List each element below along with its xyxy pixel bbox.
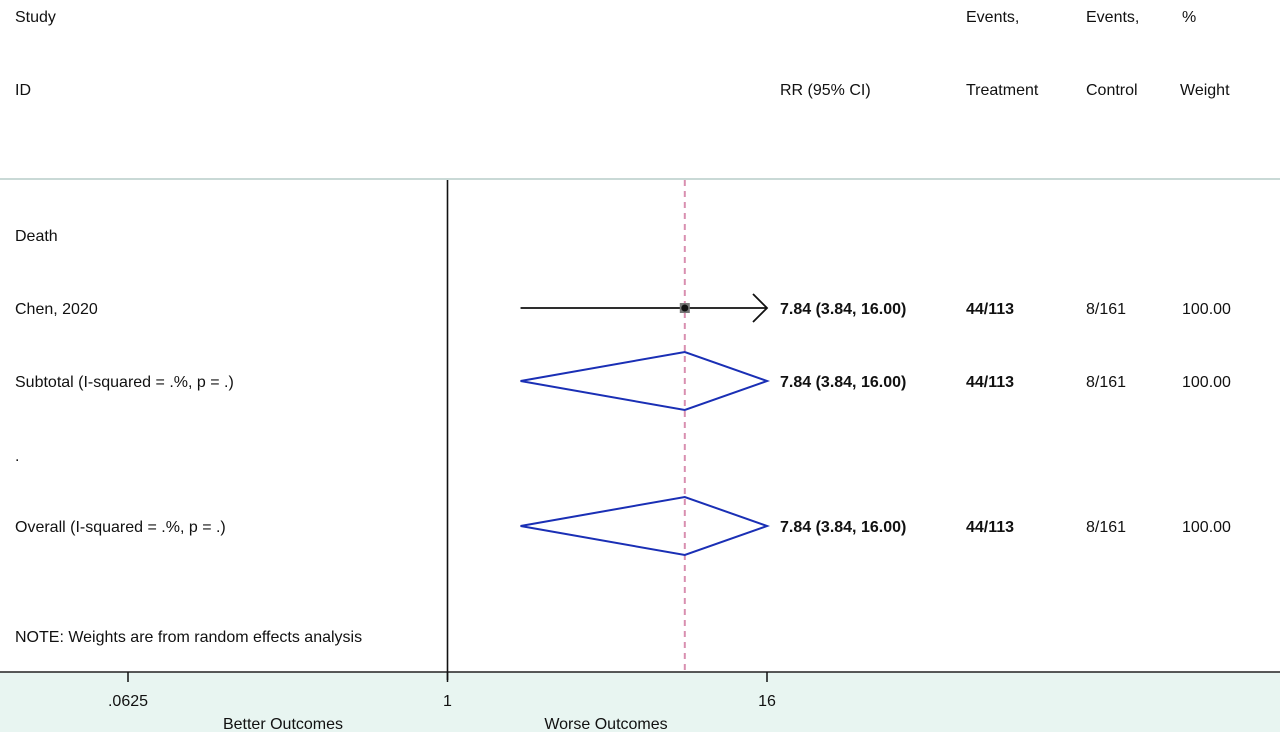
weight-2: 100.00 [1182, 374, 1231, 391]
row-label-0: Death [15, 228, 58, 245]
row-label-2: Subtotal (I-squared = .%, p = .) [15, 374, 234, 391]
header-events-treatment-2: Treatment [966, 82, 1039, 99]
header-id: ID [15, 82, 31, 99]
ci-text-2: 7.84 (3.84, 16.00) [780, 374, 906, 391]
axis-band [0, 672, 1280, 732]
header-rr: RR (95% CI) [780, 82, 871, 99]
x-tick-label-0: .0625 [108, 693, 148, 710]
header-weight-1: % [1182, 9, 1196, 26]
header-events-treatment-1: Events, [966, 9, 1019, 26]
x-tick-label-2: 16 [758, 693, 776, 710]
chart-marks: .0625 1 16 Better Outcomes Worse Outcomes Dea… [15, 180, 1231, 732]
x-tick-label-1: 1 [443, 693, 452, 710]
header-study: Study [15, 9, 56, 26]
row-label-4: Overall (I-squared = .%, p = .) [15, 519, 226, 536]
events-control-4: 8/161 [1086, 519, 1126, 536]
ci-text-1: 7.84 (3.84, 16.00) [780, 301, 906, 318]
header-events-control-1: Events, [1086, 9, 1139, 26]
diamond-4 [520, 495, 771, 557]
events-treatment-4: 44/113 [966, 519, 1014, 536]
point-estimate-1 [681, 304, 689, 312]
events-treatment-2: 44/113 [966, 374, 1014, 391]
ci-arrow-1 [752, 293, 769, 323]
row-label-3: . [15, 448, 19, 465]
events-control-1: 8/161 [1086, 301, 1126, 318]
footnote: NOTE: Weights are from random effects an… [15, 629, 362, 646]
row-label-1: Chen, 2020 [15, 301, 98, 318]
diamond-2 [520, 350, 771, 412]
weight-1: 100.00 [1182, 301, 1231, 318]
ci-text-4: 7.84 (3.84, 16.00) [780, 519, 906, 536]
events-control-2: 8/161 [1086, 374, 1126, 391]
events-treatment-1: 44/113 [966, 301, 1014, 318]
x-label-left: Better Outcomes [223, 716, 343, 732]
header-events-control-2: Control [1086, 82, 1138, 99]
header-weight-2: Weight [1180, 82, 1230, 99]
x-label-right: Worse Outcomes [544, 716, 667, 732]
weight-4: 100.00 [1182, 519, 1231, 536]
